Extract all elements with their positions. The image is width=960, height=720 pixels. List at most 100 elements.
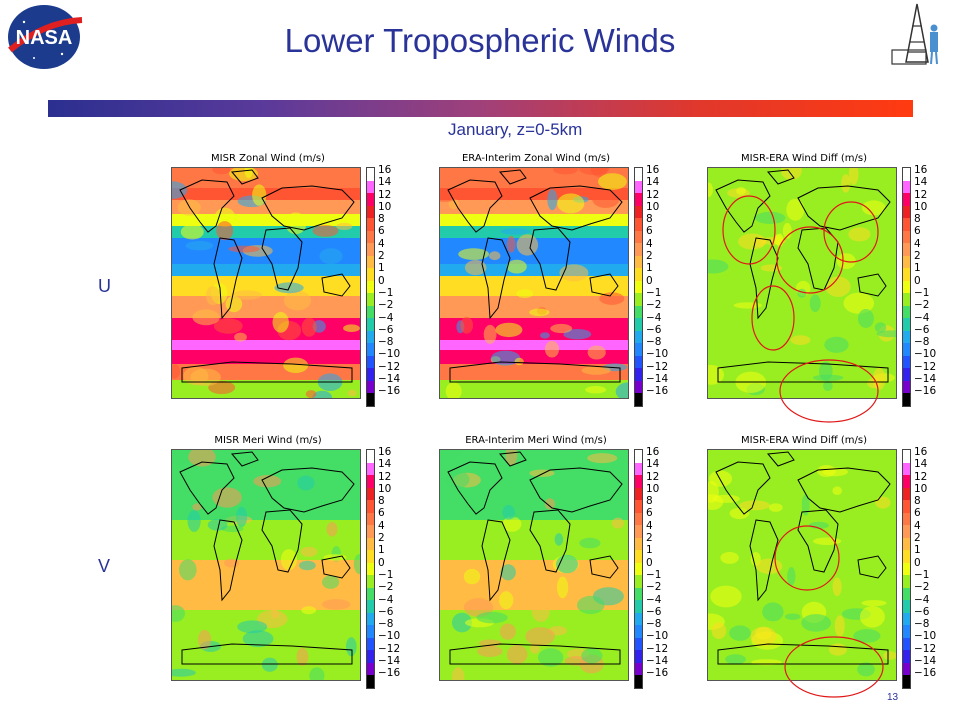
wind-patch	[229, 454, 255, 470]
wind-patch	[297, 475, 315, 491]
coastline	[321, 273, 351, 297]
wind-patch	[253, 475, 282, 488]
colorbar-segment	[903, 368, 910, 381]
colorbar-segment	[903, 537, 910, 551]
colorbar-segment	[635, 662, 642, 676]
colorbar-segment	[635, 268, 642, 281]
map-svg	[708, 450, 896, 680]
wind-patch	[172, 605, 185, 622]
colorbar-segment	[903, 625, 910, 638]
wind-patch	[544, 498, 556, 510]
colorbar	[634, 167, 643, 407]
coastline	[749, 519, 779, 602]
colorbar-tick: 0	[646, 556, 653, 569]
wind-patch	[841, 174, 851, 193]
wind-patch	[550, 323, 573, 334]
colorbar-tick: −1	[646, 286, 662, 299]
colorbar-segment	[367, 368, 374, 381]
colorbar-tick: 4	[378, 237, 385, 250]
wind-patch	[587, 345, 606, 360]
wind-map	[171, 167, 361, 399]
colorbar-segment	[367, 512, 374, 526]
colorbar-segment	[367, 637, 374, 651]
panel-diff-v: MISR-ERA Wind Diff (m/s) 16 14 12 10 8 6 4 2 1 0−…	[704, 435, 936, 689]
colorbar-segment	[635, 380, 642, 394]
wind-patch	[483, 324, 497, 344]
map-svg	[172, 168, 360, 398]
map-svg	[440, 450, 628, 680]
wind-band	[440, 350, 628, 364]
wind-patch	[214, 207, 236, 227]
wind-patch	[506, 259, 527, 274]
colorbar-tick: 8	[914, 495, 921, 508]
wind-patch	[875, 496, 891, 509]
colorbar-segment	[367, 230, 374, 244]
colorbar-segment	[367, 612, 374, 626]
wind-patch	[579, 168, 610, 175]
colorbar-segment	[903, 500, 910, 513]
colorbar-segment	[367, 168, 374, 181]
colorbar-tick: −6	[914, 323, 930, 336]
wind-patch	[736, 187, 747, 195]
colorbar-segment	[367, 280, 374, 294]
wind-patch	[581, 366, 611, 375]
wind-map	[707, 167, 897, 399]
wind-patch	[179, 559, 197, 581]
colorbar-tick: −14	[378, 655, 401, 668]
colorbar-tick: −6	[646, 323, 662, 336]
wind-patch	[801, 494, 810, 516]
wind-patch	[790, 335, 811, 345]
wind-patch	[773, 234, 784, 245]
wind-patch	[231, 290, 262, 300]
colorbar-segment	[635, 462, 642, 476]
wind-patch	[554, 533, 564, 546]
wind-patch	[444, 470, 470, 489]
colorbar-tick: 8	[378, 495, 385, 508]
coastline	[589, 555, 619, 579]
wind-band	[440, 340, 628, 350]
wind-patch	[848, 227, 871, 242]
wind-patch	[768, 503, 783, 512]
colorbar-segment	[635, 218, 642, 231]
wind-patch	[212, 487, 242, 508]
wind-patch	[312, 225, 339, 237]
coastline	[179, 461, 235, 515]
colorbar-segment	[903, 562, 910, 576]
colorbar-segment	[635, 537, 642, 551]
wind-patch	[235, 506, 248, 528]
wind-patch	[506, 235, 516, 253]
wind-band	[440, 214, 628, 226]
coastline	[447, 461, 503, 515]
colorbar	[366, 449, 375, 689]
colorbar-segment	[367, 500, 374, 513]
colorbar-segment	[903, 512, 910, 526]
colorbar-tick: −10	[914, 348, 937, 361]
colorbar-segment	[367, 462, 374, 476]
colorbar-segment	[367, 487, 374, 501]
wind-patch	[346, 637, 357, 657]
colorbar-tick: 2	[646, 532, 653, 545]
wind-patch	[813, 537, 842, 545]
wind-patch	[809, 294, 821, 313]
wind-patch	[859, 606, 885, 628]
wind-patch	[825, 276, 851, 297]
wind-patch	[750, 626, 777, 646]
panel-title: MISR Meri Wind (m/s)	[214, 435, 322, 446]
colorbar	[902, 449, 911, 689]
wind-patch	[500, 228, 531, 235]
colorbar-tick: −2	[378, 299, 394, 312]
wind-patch	[477, 645, 503, 657]
colorbar-segment	[635, 243, 642, 256]
colorbar-tick: 2	[914, 532, 921, 545]
colorbar-segment	[635, 168, 642, 181]
wind-patch	[500, 564, 516, 581]
colorbar-tick: 8	[646, 495, 653, 508]
wind-patch	[301, 606, 317, 615]
colorbar-tick: 10	[646, 200, 660, 213]
colorbar-tick: 16	[646, 164, 660, 176]
wind-band	[172, 264, 360, 276]
wind-patch	[729, 507, 750, 520]
panel-misr-meri: MISR Meri Wind (m/s) 16 14 12 10 8 6 4 2 1 0 −1 −2−…	[168, 435, 400, 689]
wind-patch	[280, 549, 297, 571]
wind-patch	[857, 309, 874, 328]
